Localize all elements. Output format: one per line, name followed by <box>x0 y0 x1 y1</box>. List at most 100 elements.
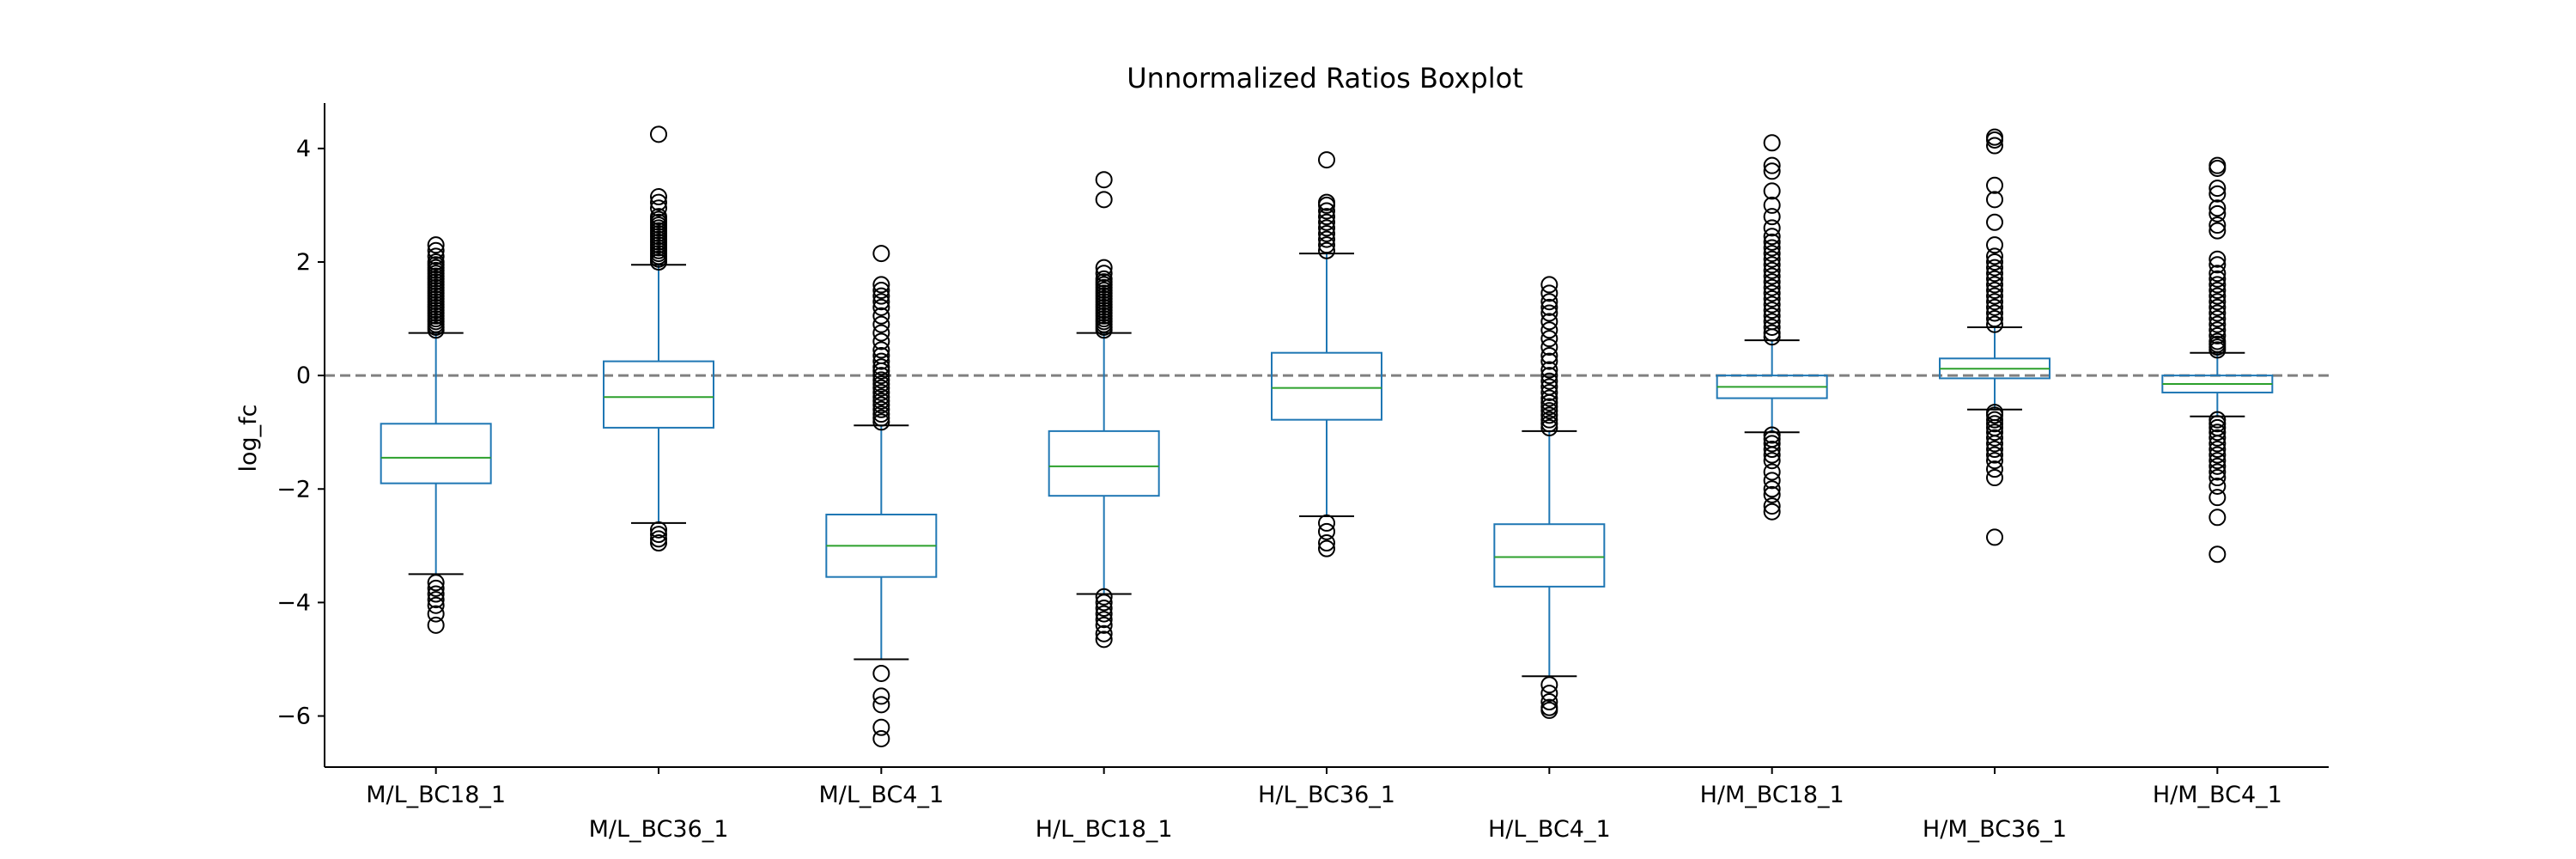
outlier-point <box>1540 383 1558 401</box>
outlier-point <box>1763 289 1781 308</box>
box-series <box>380 125 2274 747</box>
outlier-point <box>1986 137 2003 155</box>
outlier-point <box>1763 497 1781 515</box>
outlier-point <box>1318 193 1335 211</box>
box-group <box>1716 134 1828 521</box>
outlier-point <box>1540 411 1558 429</box>
outlier-point <box>1986 293 2003 311</box>
outlier-point <box>1318 534 1335 552</box>
y-tick-label: 4 <box>296 136 311 162</box>
outlier-point <box>2208 310 2227 328</box>
outlier-point <box>872 396 890 414</box>
outlier-point <box>2208 415 2227 433</box>
outlier-point <box>2208 489 2227 507</box>
outlier-point <box>1540 298 1558 316</box>
outlier-point <box>2208 270 2227 288</box>
outlier-point <box>1540 367 1558 385</box>
outlier-point <box>1763 480 1781 498</box>
outlier-point <box>650 526 667 544</box>
outlier-point <box>1540 276 1558 294</box>
outlier-point <box>1763 245 1781 263</box>
outlier-point <box>1763 233 1781 251</box>
outlier-point <box>1986 435 2003 453</box>
y-tick-label: 2 <box>296 249 311 276</box>
outlier-point <box>1540 293 1558 311</box>
outlier-point <box>1540 372 1558 390</box>
outlier-point <box>650 193 667 211</box>
outlier-point <box>2208 545 2227 564</box>
outlier-point <box>1763 452 1781 470</box>
outlier-point <box>872 371 890 389</box>
outlier-point <box>1763 267 1781 285</box>
chart-title: Unnormalized Ratios Boxplot <box>1127 62 1523 94</box>
outlier-point <box>872 388 890 406</box>
outlier-point <box>1540 378 1558 396</box>
outlier-point <box>1540 418 1558 436</box>
outlier-point <box>427 241 445 259</box>
outlier-point <box>1763 261 1781 279</box>
y-axis-ticks: −6 −4 −2 0 2 4 <box>276 136 325 730</box>
box-iqr <box>1493 523 1606 588</box>
outlier-point <box>1986 287 2003 305</box>
outlier-point <box>1986 423 2003 442</box>
outlier-point <box>872 298 890 316</box>
box-group <box>1493 276 1606 719</box>
outlier-point <box>1095 605 1113 623</box>
outlier-point <box>1763 302 1781 320</box>
outlier-point <box>872 413 890 431</box>
outlier-point <box>1986 253 2003 271</box>
outlier-point <box>872 383 890 401</box>
x-tick-label: M/L_BC36_1 <box>589 816 729 843</box>
outlier-point <box>2208 276 2227 294</box>
outlier-point <box>1986 406 2003 424</box>
outlier-point <box>1763 156 1781 174</box>
outlier-point <box>1095 616 1113 634</box>
box-group <box>1939 128 2050 546</box>
outlier-point <box>1095 624 1113 643</box>
outlier-point <box>2208 293 2227 311</box>
outlier-point <box>1095 191 1113 209</box>
outlier-point <box>1540 284 1558 302</box>
outlier-point <box>1986 298 2003 316</box>
outlier-point <box>2208 463 2227 481</box>
outlier-point <box>2208 199 2227 217</box>
outlier-point <box>1763 485 1781 503</box>
outlier-point <box>872 729 890 747</box>
outlier-point <box>1763 273 1781 291</box>
x-tick-label: H/L_BC36_1 <box>1258 782 1395 808</box>
outlier-point <box>1763 307 1781 325</box>
outlier-point <box>1318 213 1335 231</box>
outlier-point <box>1763 426 1781 444</box>
outlier-point <box>1540 415 1558 433</box>
outlier-point <box>1763 256 1781 274</box>
outlier-point <box>1763 284 1781 302</box>
outlier-point <box>1986 469 2003 487</box>
outlier-point <box>427 236 445 254</box>
outlier-point <box>1763 196 1781 214</box>
outlier-point <box>2208 457 2227 475</box>
outlier-point <box>2208 435 2227 453</box>
outlier-point <box>1540 693 1558 711</box>
outlier-point <box>1986 128 2003 146</box>
outlier-point <box>427 253 445 271</box>
outlier-point <box>872 379 890 397</box>
outlier-point <box>872 332 890 350</box>
outlier-point <box>1763 463 1781 481</box>
outlier-point <box>650 530 667 548</box>
outlier-point <box>1763 134 1781 152</box>
outlier-point <box>1763 250 1781 268</box>
outlier-point <box>1540 406 1558 424</box>
outlier-point <box>2208 332 2227 350</box>
outlier-point <box>650 521 667 539</box>
outlier-point <box>1318 522 1335 540</box>
outlier-point <box>427 585 445 603</box>
outlier-point <box>2208 250 2227 268</box>
outlier-point <box>872 245 890 263</box>
outlier-point <box>650 534 667 552</box>
outlier-point <box>1763 228 1781 246</box>
box-group <box>825 245 938 747</box>
outlier-point <box>427 605 445 623</box>
outlier-point <box>427 247 445 265</box>
outlier-point <box>1763 446 1781 464</box>
outlier-point <box>1318 202 1335 220</box>
